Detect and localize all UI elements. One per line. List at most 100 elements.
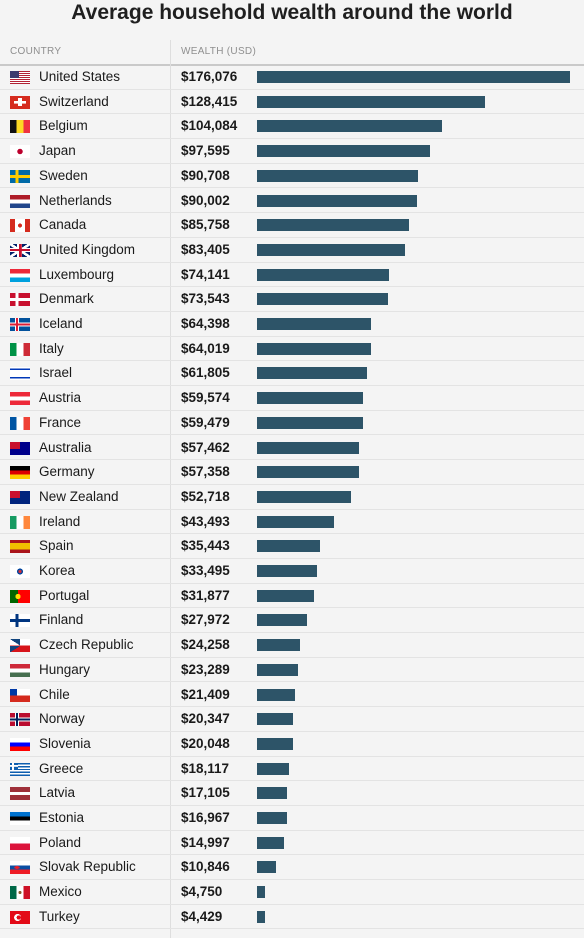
country-label: Slovenia xyxy=(39,735,91,751)
finland-flag-icon xyxy=(10,614,30,628)
table-row: Poland $14,997 xyxy=(0,831,584,856)
country-label: Germany xyxy=(39,464,95,480)
wealth-bar xyxy=(257,466,359,479)
table-row: Mexico $4,750 xyxy=(0,880,584,905)
austria-flag-icon xyxy=(10,392,30,406)
portugal-flag-icon xyxy=(10,589,30,603)
country-label: Spain xyxy=(39,538,74,554)
uk-flag-icon xyxy=(10,243,30,257)
wealth-bar xyxy=(257,836,284,849)
wealth-value-label: $4,429 xyxy=(181,908,223,924)
country-label: Japan xyxy=(39,143,76,159)
table-row: Hungary $23,289 xyxy=(0,658,584,683)
wealth-bar xyxy=(257,71,570,83)
wealth-value-label: $4,750 xyxy=(181,884,223,900)
wealth-bar xyxy=(257,392,363,405)
wealth-bar xyxy=(257,194,417,207)
wealth-bar xyxy=(257,688,296,701)
wealth-value-label: $33,495 xyxy=(181,563,230,578)
country-label: Latvia xyxy=(39,785,76,801)
wealth-bar xyxy=(257,441,360,454)
country-label: Chile xyxy=(39,686,70,702)
table-row: Ireland $43,493 xyxy=(0,510,584,535)
wealth-bar xyxy=(257,565,317,577)
wealth-value-label: $27,972 xyxy=(181,612,230,628)
hungary-flag-icon xyxy=(10,663,30,677)
table-row: Australia $57,462 xyxy=(0,436,584,461)
czech-flag-icon xyxy=(10,639,30,653)
country-label: France xyxy=(39,414,82,430)
table-row: Turkey $4,429 xyxy=(0,905,584,930)
wealth-bar xyxy=(257,540,320,553)
luxembourg-flag-icon xyxy=(10,268,30,282)
wealth-bar xyxy=(257,120,443,133)
table-row: Austria $59,574 xyxy=(0,386,584,411)
country-label: Israel xyxy=(39,365,73,381)
table-row: Portugal $31,877 xyxy=(0,584,584,609)
wealth-bar xyxy=(257,95,486,108)
wealth-value-label: $61,805 xyxy=(181,365,230,381)
country-label: United States xyxy=(39,69,121,84)
wealth-bar xyxy=(257,910,265,923)
wealth-value-label: $23,289 xyxy=(181,661,230,677)
wealth-bar xyxy=(257,145,431,158)
table-row: Slovak Republic $10,846 xyxy=(0,855,584,881)
wealth-bar xyxy=(257,589,314,602)
wealth-column-header: WEALTH (USD) xyxy=(181,46,257,57)
country-label: Austria xyxy=(39,390,82,406)
country-label: Italy xyxy=(39,340,64,356)
table-row: Netherlands $90,002 xyxy=(0,189,584,214)
wealth-bar xyxy=(257,861,277,874)
wealth-value-label: $14,997 xyxy=(181,834,230,850)
wealth-value-label: $176,076 xyxy=(181,69,238,84)
country-label: New Zealand xyxy=(39,488,119,504)
table-row: Japan $97,595 xyxy=(0,139,584,164)
chart-title: Average household wealth around the worl… xyxy=(71,1,513,24)
wealth-value-label: $90,002 xyxy=(181,192,230,208)
country-label: Ireland xyxy=(39,513,81,529)
country-label: Norway xyxy=(39,711,85,727)
wealth-bar xyxy=(257,787,288,800)
wealth-value-label: $128,415 xyxy=(181,93,238,109)
wealth-bar xyxy=(257,268,389,281)
wealth-value-label: $90,708 xyxy=(181,167,230,183)
wealth-bar xyxy=(257,219,410,232)
country-label: Slovak Republic xyxy=(39,859,136,875)
greece-flag-icon xyxy=(10,762,30,776)
country-label: Turkey xyxy=(39,908,80,924)
wealth-bar xyxy=(257,293,388,306)
country-label: Mexico xyxy=(39,884,82,900)
poland-flag-icon xyxy=(10,836,30,850)
table-row: Czech Republic $24,258 xyxy=(0,633,584,658)
wealth-value-label: $21,409 xyxy=(181,686,230,702)
table-row: Canada $85,758 xyxy=(0,213,584,238)
australia-flag-icon xyxy=(10,441,30,455)
country-label: Sweden xyxy=(39,167,88,183)
us-flag-icon xyxy=(10,71,30,84)
wealth-value-label: $97,595 xyxy=(181,143,230,159)
denmark-flag-icon xyxy=(10,293,30,307)
table-row: Italy $64,019 xyxy=(0,337,584,362)
wealth-bar xyxy=(257,614,307,627)
wealth-bar xyxy=(257,490,351,503)
wealth-bar xyxy=(257,515,335,528)
turkey-flag-icon xyxy=(10,910,30,924)
japan-flag-icon xyxy=(10,145,30,159)
netherlands-flag-icon xyxy=(10,194,30,208)
wealth-value-label: $85,758 xyxy=(181,217,230,233)
table-row: Iceland $64,398 xyxy=(0,312,584,337)
country-label: Korea xyxy=(39,563,76,578)
wealth-value-label: $57,358 xyxy=(181,464,230,480)
wealth-value-label: $17,105 xyxy=(181,785,230,801)
germany-flag-icon xyxy=(10,466,30,480)
switzerland-flag-icon xyxy=(10,95,30,109)
table-row: Switzerland $128,415 xyxy=(0,90,584,115)
country-label: Poland xyxy=(39,834,82,850)
wealth-value-label: $64,398 xyxy=(181,316,230,331)
wealth-value-label: $10,846 xyxy=(181,859,230,875)
country-label: Czech Republic xyxy=(39,637,134,653)
wealth-value-label: $52,718 xyxy=(181,488,230,504)
wealth-bar xyxy=(257,639,301,652)
country-label: Canada xyxy=(39,217,87,233)
wealth-value-label: $43,493 xyxy=(181,513,230,529)
